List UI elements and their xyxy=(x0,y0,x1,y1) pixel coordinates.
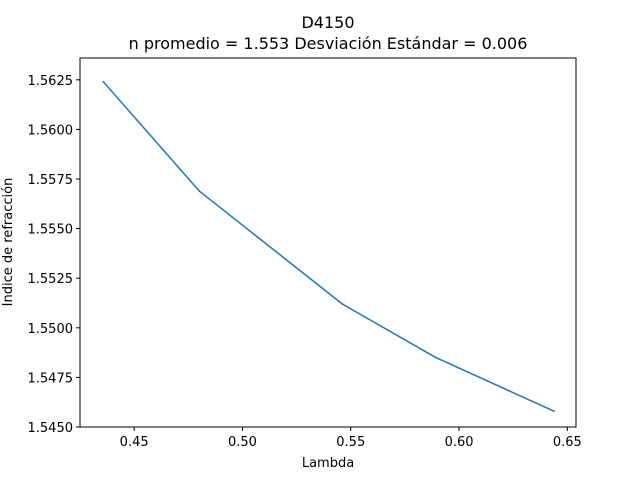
x-tick-label: 0.50 xyxy=(228,435,257,450)
x-tick-label: 0.55 xyxy=(336,435,365,450)
x-tick-label: 0.60 xyxy=(445,435,474,450)
y-tick-label: 1.5500 xyxy=(28,322,74,337)
plot-area xyxy=(80,58,576,427)
chart-subtitle: n promedio = 1.553 Desviación Estándar =… xyxy=(129,34,528,53)
y-tick-label: 1.5550 xyxy=(28,223,74,238)
y-tick-label: 1.5475 xyxy=(28,371,74,386)
x-axis-label: Lambda xyxy=(302,456,354,471)
y-axis: 1.5450 1.5475 1.5500 1.5525 1.5550 1.5575 1.56… xyxy=(28,74,80,436)
x-tick-label: 0.45 xyxy=(120,435,149,450)
x-tick-label: 0.65 xyxy=(553,435,582,450)
data-point xyxy=(341,303,344,305)
chart-title: D4150 xyxy=(301,13,354,32)
plot-frame xyxy=(79,57,577,428)
data-point xyxy=(198,190,201,192)
data-point xyxy=(434,356,437,359)
data-point xyxy=(553,410,555,413)
y-tick-label: 1.5600 xyxy=(28,123,74,138)
y-tick-label: 1.5450 xyxy=(28,421,74,436)
y-tick-label: 1.5575 xyxy=(28,173,74,188)
x-axis: 0.45 0.50 0.55 0.60 0.65 xyxy=(120,427,582,450)
data-point xyxy=(102,80,105,83)
y-tick-label: 1.5525 xyxy=(28,272,74,287)
series-layer xyxy=(102,80,555,413)
y-tick-label: 1.5625 xyxy=(28,74,74,89)
y-axis-label: Indice de refracción xyxy=(1,178,16,307)
